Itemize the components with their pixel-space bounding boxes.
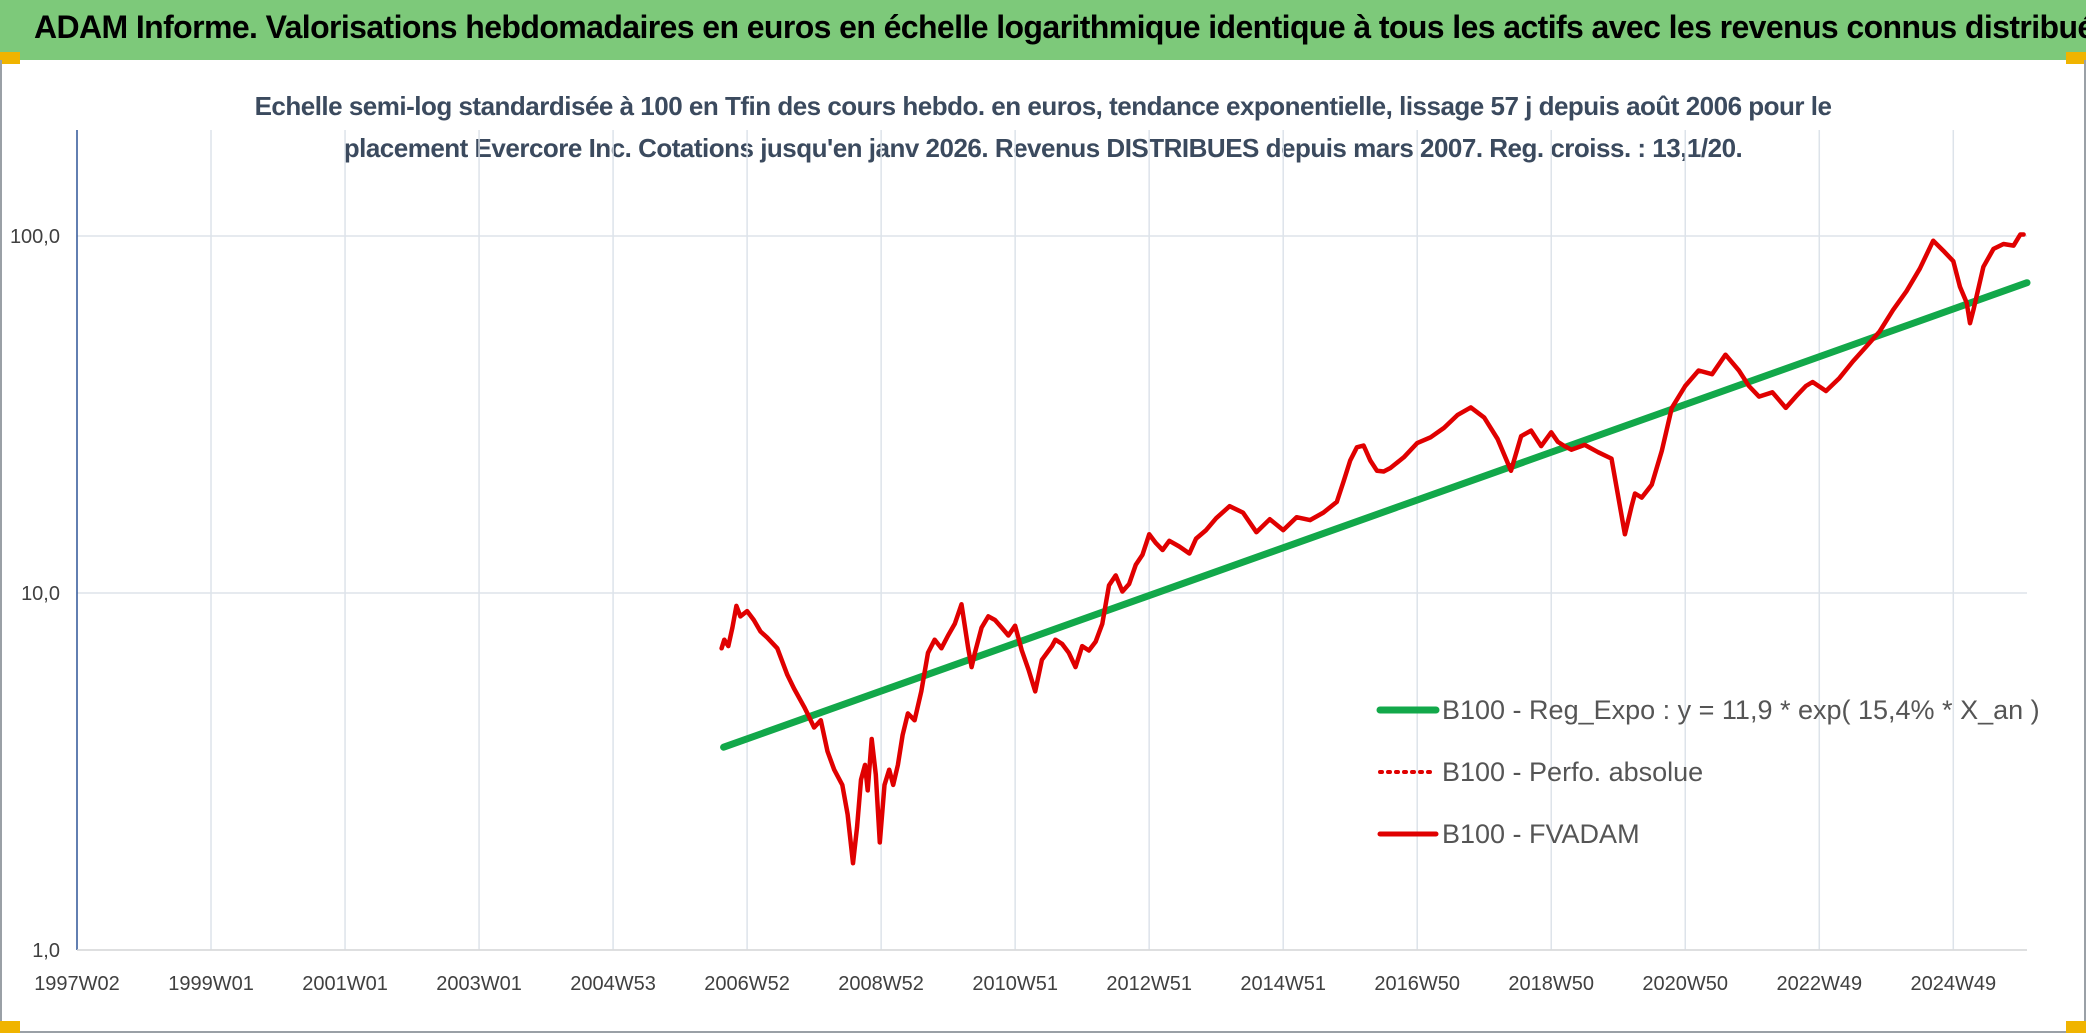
x-tick-label: 1999W01 — [168, 973, 254, 995]
x-tick-label: 2010W51 — [972, 973, 1058, 995]
legend-label-1: B100 - Perfo. absolue — [1442, 757, 1703, 787]
y-tick-label: 1,0 — [32, 940, 60, 962]
corner-marker — [0, 52, 20, 64]
corner-marker — [2066, 52, 2086, 64]
report-header: ADAM Informe. Valorisations hebdomadaire… — [0, 0, 2086, 60]
series-line-2 — [719, 232, 2026, 866]
x-tick-label: 2008W52 — [838, 973, 924, 995]
chart-title-line-1: Echelle semi-log standardisée à 100 en T… — [254, 91, 1832, 121]
series-layer — [719, 232, 2031, 866]
x-tick-label: 2018W50 — [1508, 973, 1594, 995]
x-tick-label: 2003W01 — [436, 973, 522, 995]
x-tick-label: 2020W50 — [1642, 973, 1728, 995]
y-axis-ticks: 1,0 10,0 100,0 — [10, 226, 60, 962]
x-tick-label: 2022W49 — [1776, 973, 1862, 995]
x-axis-ticks: 1997W02 1999W01 2001W01 2003W01 2004W53 2006W… — [34, 973, 1996, 995]
y-tick-label: 100,0 — [10, 226, 60, 248]
x-tick-label: 2014W51 — [1240, 973, 1326, 995]
x-tick-label: 2004W53 — [570, 973, 656, 995]
x-tick-label: 1997W02 — [34, 973, 120, 995]
series-line-0 — [720, 279, 2031, 751]
axes — [76, 130, 2027, 951]
chart-frame — [0, 60, 2086, 1033]
chart-title-line-2: placement Evercore Inc. Cotations jusqu'… — [343, 133, 1743, 163]
grid-lines — [77, 130, 2027, 951]
corner-marker — [0, 1021, 20, 1033]
x-tick-label: 2006W52 — [704, 973, 790, 995]
x-tick-label: 2024W49 — [1910, 973, 1996, 995]
x-tick-label: 2001W01 — [302, 973, 388, 995]
legend: B100 - Reg_Expo : y = 11,9 * exp( 15,4% … — [1376, 695, 2040, 849]
y-tick-label: 10,0 — [21, 583, 60, 605]
x-tick-label: 2016W50 — [1374, 973, 1460, 995]
x-tick-label: 2012W51 — [1106, 973, 1192, 995]
legend-label-2: B100 - FVADAM — [1442, 819, 1640, 849]
corner-marker — [2066, 1021, 2086, 1033]
legend-label-0: B100 - Reg_Expo : y = 11,9 * exp( 15,4% … — [1442, 695, 2040, 725]
report-title: ADAM Informe. Valorisations hebdomadaire… — [34, 9, 2086, 45]
